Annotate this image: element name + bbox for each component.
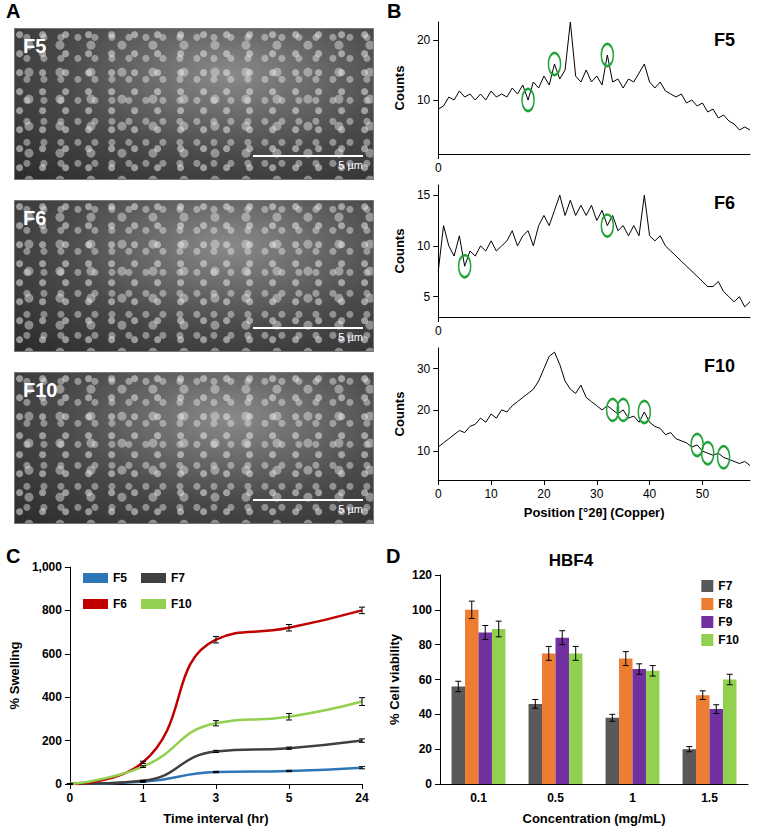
svg-text:0: 0 xyxy=(55,777,62,791)
svg-text:60: 60 xyxy=(419,673,433,687)
svg-text:200: 200 xyxy=(42,734,62,748)
svg-text:800: 800 xyxy=(42,603,62,617)
svg-text:120: 120 xyxy=(412,568,432,582)
html-text:F10: F10 xyxy=(23,379,58,401)
svg-text:600: 600 xyxy=(42,647,62,661)
svg-text:F5: F5 xyxy=(113,571,127,585)
html-text:F6: F6 xyxy=(23,207,47,229)
svg-text:1: 1 xyxy=(140,791,147,805)
svg-text:0: 0 xyxy=(435,324,442,338)
svg-text:F7: F7 xyxy=(171,571,185,585)
svg-text:40: 40 xyxy=(643,487,657,501)
svg-text:400: 400 xyxy=(42,690,62,704)
svg-text:0: 0 xyxy=(435,161,442,175)
svg-text:1: 1 xyxy=(629,791,636,805)
svg-text:Counts: Counts xyxy=(392,66,407,111)
svg-text:1.5: 1.5 xyxy=(701,791,718,805)
svg-text:10: 10 xyxy=(417,239,431,253)
svg-text:20: 20 xyxy=(537,487,551,501)
svg-text:20: 20 xyxy=(417,33,431,47)
svg-text:5: 5 xyxy=(424,290,431,304)
svg-text:100: 100 xyxy=(412,603,432,617)
svg-text:F8: F8 xyxy=(718,597,732,611)
svg-text:0.1: 0.1 xyxy=(470,791,487,805)
html-text:D: D xyxy=(386,545,401,567)
svg-text:30: 30 xyxy=(417,362,431,376)
html-text:5 µm: 5 µm xyxy=(338,331,363,343)
html-text:F5: F5 xyxy=(23,35,47,57)
svg-text:80: 80 xyxy=(419,638,433,652)
svg-text:Position [°2θ] (Copper): Position [°2θ] (Copper) xyxy=(524,505,665,520)
svg-text:20: 20 xyxy=(417,403,431,417)
svg-text:HBF4: HBF4 xyxy=(549,551,594,570)
svg-text:3: 3 xyxy=(213,791,220,805)
svg-text:50: 50 xyxy=(696,487,710,501)
svg-text:10: 10 xyxy=(484,487,498,501)
svg-text:F6: F6 xyxy=(714,193,735,213)
svg-text:1,000: 1,000 xyxy=(32,560,62,574)
svg-text:0.5: 0.5 xyxy=(547,791,564,805)
svg-text:F10: F10 xyxy=(718,633,739,647)
svg-text:% Swelling: % Swelling xyxy=(7,641,22,709)
html-text:5 µm: 5 µm xyxy=(338,159,363,171)
svg-text:Concentration (mg/mL): Concentration (mg/mL) xyxy=(523,811,666,826)
svg-text:5: 5 xyxy=(286,791,293,805)
svg-text:F5: F5 xyxy=(714,30,735,50)
svg-text:30: 30 xyxy=(590,487,604,501)
svg-text:20: 20 xyxy=(419,742,433,756)
html-text:B: B xyxy=(387,0,402,22)
svg-text:Counts: Counts xyxy=(392,392,407,437)
svg-text:0: 0 xyxy=(435,487,442,501)
svg-text:Counts: Counts xyxy=(392,229,407,274)
svg-text:F9: F9 xyxy=(718,615,732,629)
html-text:5 µm: 5 µm xyxy=(338,503,363,515)
svg-text:15: 15 xyxy=(417,188,431,202)
svg-text:10: 10 xyxy=(417,444,431,458)
svg-text:F6: F6 xyxy=(113,597,127,611)
svg-text:10: 10 xyxy=(417,93,431,107)
svg-text:F7: F7 xyxy=(718,579,732,593)
html-text:A: A xyxy=(6,0,21,22)
html-text:C: C xyxy=(6,545,21,567)
svg-text:40: 40 xyxy=(419,707,433,721)
svg-text:0: 0 xyxy=(425,777,432,791)
svg-text:% Cell viability: % Cell viability xyxy=(387,633,402,725)
svg-text:0: 0 xyxy=(67,791,74,805)
svg-text:F10: F10 xyxy=(171,597,192,611)
svg-text:Time interval (hr): Time interval (hr) xyxy=(163,811,268,826)
svg-text:24: 24 xyxy=(355,791,369,805)
svg-text:F10: F10 xyxy=(704,356,735,376)
